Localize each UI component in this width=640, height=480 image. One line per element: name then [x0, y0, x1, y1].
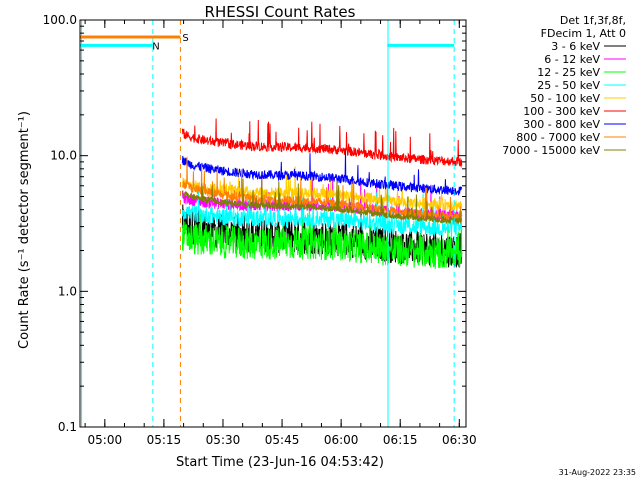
- series-800-7000keV: [181, 156, 463, 223]
- chart-title: RHESSI Count Rates: [205, 3, 356, 21]
- y-axis-label: Count Rate (s⁻¹ detector segment⁻¹): [17, 111, 32, 349]
- series-100-300keV: [181, 118, 463, 169]
- axis-layer: 0.1 1.0 10.0 100.0 05:00 05:15 05:30 05:45 06:00…: [43, 13, 477, 447]
- legend-entry-label: 7000 - 15000 keV: [502, 144, 600, 157]
- y-tick-label: 10.0: [50, 149, 77, 163]
- legend-entry-label: 3 - 6 keV: [551, 40, 600, 53]
- plot-frame: [79, 19, 467, 428]
- x-tick-label: 06:30: [442, 433, 477, 447]
- x-tick-label: 05:45: [265, 433, 300, 447]
- y-tick-label: 0.1: [58, 420, 77, 434]
- x-tick-label: 06:00: [324, 433, 359, 447]
- legend-entry-label: 25 - 50 keV: [537, 79, 600, 92]
- saa-bar-label: S: [182, 33, 188, 44]
- y-tick-label: 1.0: [58, 284, 77, 298]
- series-layer: [181, 118, 463, 269]
- timestamp: 31-Aug-2022 23:35: [559, 468, 636, 477]
- series-7000-15000keV: [181, 178, 463, 225]
- legend-header-line: FDecim 1, Att 0: [541, 27, 626, 40]
- night-bar-label: N: [152, 41, 159, 52]
- overlay-layer: NS: [80, 20, 455, 427]
- y-tick-label: 100.0: [43, 13, 77, 27]
- x-axis-label: Start Time (23-Jun-16 04:53:42): [176, 455, 384, 470]
- x-tick-label: 05:30: [206, 433, 241, 447]
- x-tick-label: 05:00: [88, 433, 123, 447]
- legend-entry-label: 12 - 25 keV: [537, 66, 600, 79]
- legend-entry-label: 800 - 7000 keV: [516, 131, 600, 144]
- legend-entry-label: 300 - 800 keV: [523, 118, 600, 131]
- series-12-25keV: [181, 209, 463, 269]
- legend-header-line: Det 1f,3f,8f,: [560, 14, 626, 27]
- x-tick-label: 06:15: [383, 433, 418, 447]
- series-50-100keV: [181, 166, 463, 212]
- plot-area: NS: [80, 20, 463, 427]
- legend-entry-label: 50 - 100 keV: [530, 92, 600, 105]
- legend-entry-label: 100 - 300 keV: [523, 105, 600, 118]
- legend-entry-label: 6 - 12 keV: [544, 53, 600, 66]
- series-25-50keV: [181, 187, 463, 237]
- x-tick-label: 05:15: [147, 433, 182, 447]
- series-300-800keV: [181, 150, 463, 196]
